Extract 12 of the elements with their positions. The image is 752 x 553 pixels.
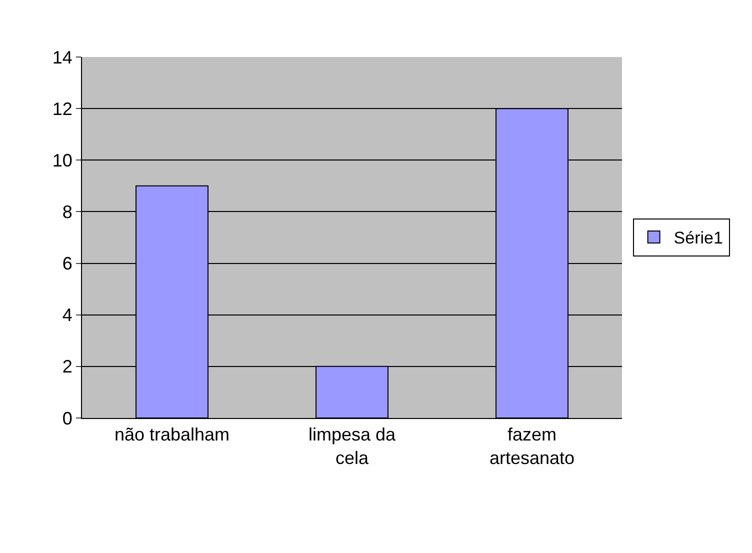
y-tick-label: 4: [62, 305, 72, 326]
x-tick-label: não trabalham: [114, 424, 230, 445]
y-tick-label: 12: [52, 98, 72, 119]
legend-label: Série1: [674, 228, 723, 248]
x-tick-label: limpesa da cela: [308, 424, 397, 468]
y-tick-label: 8: [62, 202, 72, 222]
y-tick-label: 6: [62, 254, 72, 274]
y-tick-label: 0: [62, 408, 72, 428]
y-tick-label: 2: [62, 356, 72, 377]
y-tick-label: 10: [52, 150, 72, 170]
y-tick-label: 14: [52, 47, 72, 68]
x-tick-label: fazem artesanato: [489, 424, 575, 468]
